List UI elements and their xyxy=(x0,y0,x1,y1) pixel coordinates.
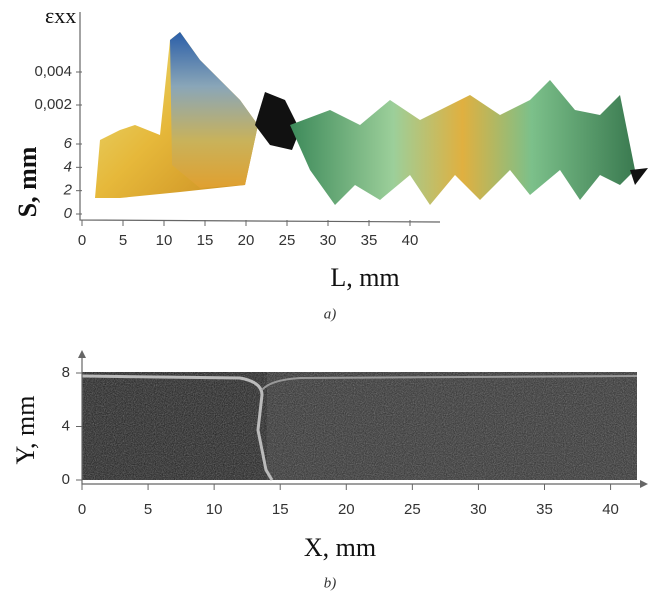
x-axis-label: L, mm xyxy=(330,263,399,292)
x-tick-label: 15 xyxy=(272,501,289,518)
y-tick-label: 8 xyxy=(62,364,70,381)
x-tick-label: 30 xyxy=(320,232,337,249)
x-tick-label: 25 xyxy=(404,501,421,518)
y-tick-label: 4 xyxy=(64,158,72,175)
z-tick-label: 0,002 xyxy=(34,96,72,113)
x-tick-label: 5 xyxy=(119,232,127,249)
x-tick-label: 0 xyxy=(78,501,86,518)
micrograph xyxy=(81,372,638,481)
axis-line xyxy=(79,12,441,223)
z-tick-label: 0,004 xyxy=(34,63,72,80)
x-axis-label: X, mm xyxy=(304,533,376,562)
x-tick-label: 10 xyxy=(156,232,173,249)
x-tick-label: 0 xyxy=(78,232,86,249)
x-tick-label: 20 xyxy=(238,232,255,249)
y-axis-label: S, mm xyxy=(13,146,42,217)
x-tick-label: 20 xyxy=(338,501,355,518)
x-tick-label: 30 xyxy=(470,501,487,518)
y-tick-label: 2 xyxy=(63,182,73,199)
x-tick-label: 35 xyxy=(536,501,553,518)
x-tick-label: 40 xyxy=(402,232,419,249)
y-tick-label: 0 xyxy=(64,205,73,222)
surface xyxy=(95,32,648,205)
caption: b) xyxy=(324,575,337,591)
x-tick-label: 35 xyxy=(361,232,378,249)
y-axis-label: Y, mm xyxy=(11,396,40,465)
y-tick-label: 4 xyxy=(62,417,70,434)
x-tick-label: 25 xyxy=(279,232,296,249)
caption: a) xyxy=(324,306,337,322)
x-tick-label: 5 xyxy=(144,501,152,518)
y-tick-label: 6 xyxy=(64,135,73,152)
x-tick-label: 10 xyxy=(206,501,223,518)
y-tick-label: 0 xyxy=(62,471,70,488)
x-tick-label: 40 xyxy=(602,501,619,518)
z-axis-label: εxx xyxy=(45,3,76,28)
x-tick-label: 15 xyxy=(197,232,214,249)
